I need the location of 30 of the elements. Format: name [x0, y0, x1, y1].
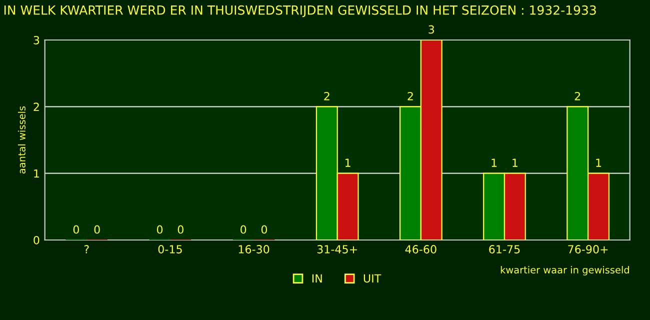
- data-label: 1: [596, 158, 602, 167]
- y-tick-label: 1: [34, 169, 39, 178]
- data-label: 0: [240, 225, 246, 234]
- data-label: 0: [178, 225, 184, 234]
- x-tick-label: ?: [84, 245, 89, 254]
- data-label: 2: [408, 92, 413, 100]
- x-axis-title: kwartier waar in gewisseld: [500, 266, 629, 276]
- x-tick-label: 76-90+: [568, 245, 608, 254]
- data-label: 0: [73, 225, 79, 234]
- y-axis-title: aantal wissels: [18, 106, 26, 174]
- x-tick-label: 61-75: [489, 245, 520, 254]
- data-label: 1: [345, 158, 350, 167]
- x-tick-label: 46-60: [405, 245, 436, 254]
- data-label: 2: [574, 92, 580, 100]
- y-tick-label: 0: [34, 236, 40, 244]
- data-label: 1: [492, 158, 497, 167]
- y-tick-label: 2: [34, 102, 39, 111]
- data-label: 2: [324, 92, 330, 100]
- x-tick-label: 16-30: [238, 245, 270, 254]
- data-label: 1: [512, 158, 518, 167]
- data-label: 0: [94, 225, 100, 234]
- chart-title: IN WELK KWARTIER WERD ER IN THUISWEDSTRIJDEN GEWISSELD IN HET SEIZOEN : 1932-1933: [4, 5, 596, 18]
- legend-label: UIT: [364, 274, 382, 283]
- x-tick-label: 31-45+: [317, 245, 357, 254]
- data-label: 3: [428, 25, 434, 34]
- data-label: 0: [156, 225, 163, 234]
- y-tick-label: 3: [34, 36, 40, 44]
- data-label: 0: [261, 225, 268, 234]
- x-tick-label: 0-15: [158, 245, 182, 254]
- legend-label: IN: [312, 274, 322, 282]
